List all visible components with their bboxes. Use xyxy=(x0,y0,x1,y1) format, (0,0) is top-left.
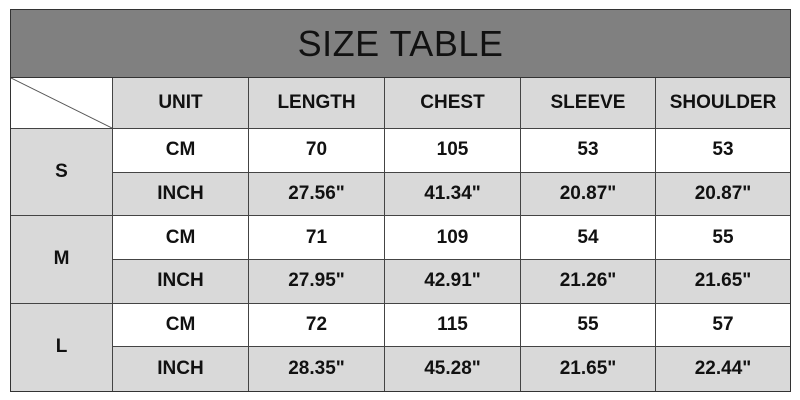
size-label: M xyxy=(11,216,113,304)
header-unit: UNIT xyxy=(113,78,249,129)
size-table: SIZE TABLE UNIT LENGTH CHEST SLEEVE SHOULDER… xyxy=(10,9,791,392)
header-length: LENGTH xyxy=(249,78,385,129)
table-grid: UNIT LENGTH CHEST SLEEVE SHOULDER S CM 70 105 53 5… xyxy=(11,78,790,391)
value-cell: 41.34" xyxy=(385,172,521,217)
header-chest: CHEST xyxy=(385,78,521,129)
value-cell: 27.95" xyxy=(249,260,385,304)
value-cell: 20.87" xyxy=(656,172,790,217)
value-cell: 55 xyxy=(656,216,790,260)
value-cell: 21.65" xyxy=(656,260,790,304)
diagonal-line xyxy=(11,78,112,128)
value-cell: 21.26" xyxy=(521,260,656,304)
unit-cell: INCH xyxy=(113,260,249,304)
value-cell: 20.87" xyxy=(521,172,656,217)
value-cell: 45.28" xyxy=(385,347,521,391)
size-label: L xyxy=(11,303,113,391)
header-sleeve: SLEEVE xyxy=(521,78,656,129)
value-cell: 105 xyxy=(385,129,521,173)
value-cell: 70 xyxy=(249,129,385,173)
value-cell: 42.91" xyxy=(385,260,521,304)
unit-cell: CM xyxy=(113,129,249,173)
value-cell: 109 xyxy=(385,216,521,260)
value-cell: 21.65" xyxy=(521,347,656,391)
unit-cell: INCH xyxy=(113,172,249,217)
value-cell: 71 xyxy=(249,216,385,260)
header-shoulder: SHOULDER xyxy=(656,78,790,129)
value-cell: 55 xyxy=(521,303,656,348)
size-label: S xyxy=(11,129,113,217)
table-title: SIZE TABLE xyxy=(11,10,790,78)
value-cell: 27.56" xyxy=(249,172,385,217)
value-cell: 22.44" xyxy=(656,347,790,391)
corner-cell xyxy=(11,78,113,129)
value-cell: 28.35" xyxy=(249,347,385,391)
value-cell: 72 xyxy=(249,303,385,348)
value-cell: 53 xyxy=(656,129,790,173)
unit-cell: CM xyxy=(113,303,249,348)
unit-cell: INCH xyxy=(113,347,249,391)
unit-cell: CM xyxy=(113,216,249,260)
value-cell: 53 xyxy=(521,129,656,173)
value-cell: 54 xyxy=(521,216,656,260)
value-cell: 115 xyxy=(385,303,521,348)
value-cell: 57 xyxy=(656,303,790,348)
